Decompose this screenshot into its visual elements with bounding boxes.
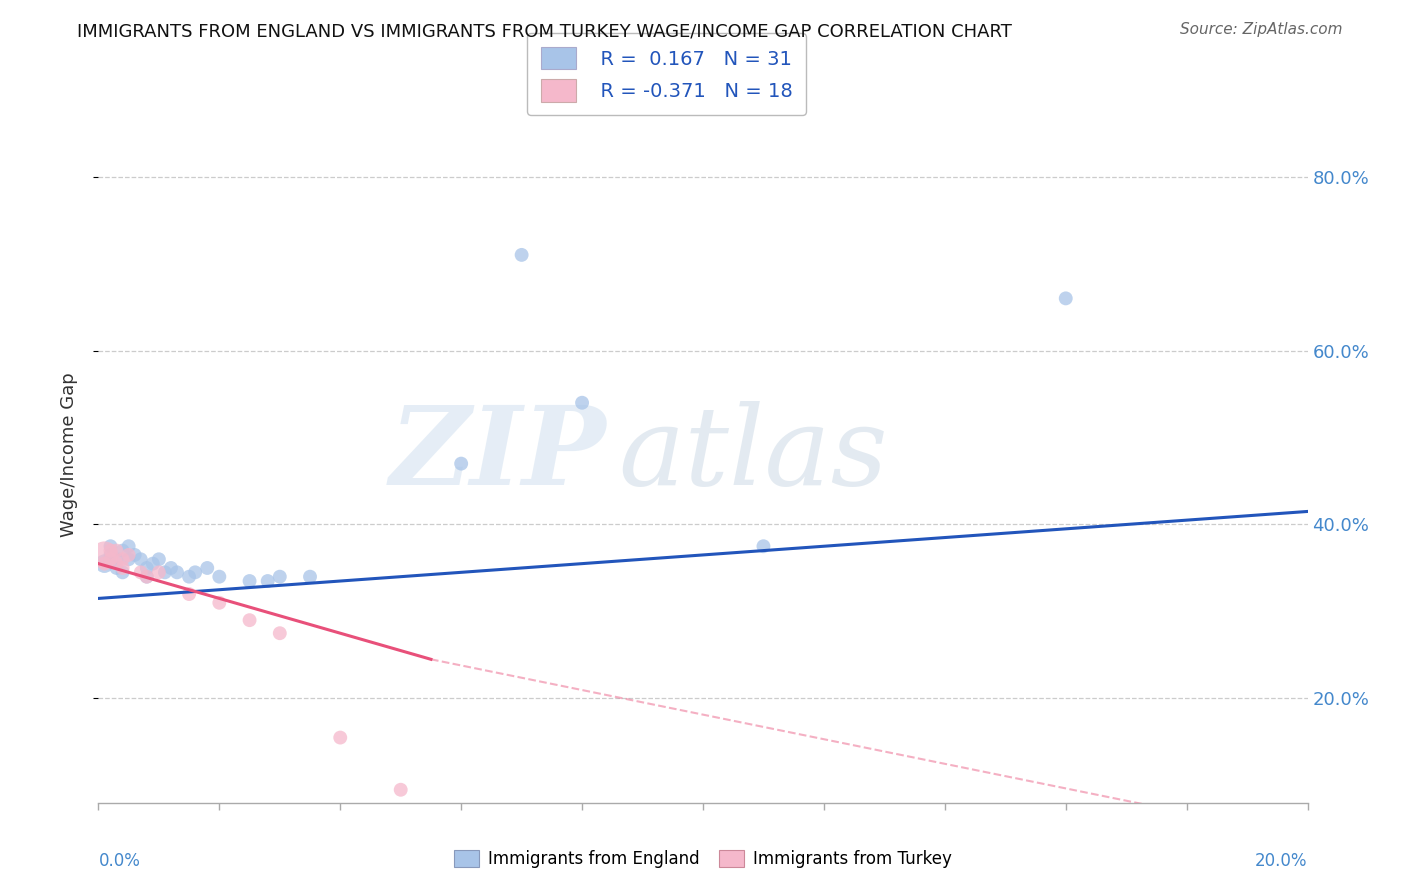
Point [105,543,128,558]
Point [269,569,291,583]
Point [105,557,128,571]
Point [1054,291,1077,305]
Point [111,561,134,575]
Point [179,569,201,583]
Text: IMMIGRANTS FROM ENGLAND VS IMMIGRANTS FROM TURKEY WAGE/INCOME GAP CORRELATION CH: IMMIGRANTS FROM ENGLAND VS IMMIGRANTS FR… [77,22,1012,40]
Point [135,561,157,575]
Point [153,566,176,580]
Point [100,543,122,558]
Point [100,552,122,566]
Point [166,566,188,580]
Point [93,557,115,571]
Point [208,596,231,610]
Point [105,561,128,575]
Point [256,574,278,588]
Point [93,548,115,562]
Point [118,539,141,553]
Point [118,548,141,562]
Point [124,548,146,562]
Point [571,395,593,409]
Point [299,569,322,583]
Point [93,557,115,571]
Point [111,566,134,580]
Point [450,457,472,471]
Point [111,552,134,566]
Point [111,543,134,558]
Legend: Immigrants from England, Immigrants from Turkey: Immigrants from England, Immigrants from… [447,843,959,875]
Point [129,552,152,566]
Text: ZIP: ZIP [389,401,606,508]
Text: 0.0%: 0.0% [98,852,141,870]
Point [184,566,207,580]
Point [389,782,412,797]
Point [208,569,231,583]
Legend:   R =  0.167   N = 31,   R = -0.371   N = 18: R = 0.167 N = 31, R = -0.371 N = 18 [527,33,806,115]
Y-axis label: Wage/Income Gap: Wage/Income Gap [59,373,77,537]
Point [239,574,262,588]
Point [510,248,533,262]
Point [752,539,775,553]
Point [118,552,141,566]
Point [100,548,122,562]
Point [179,587,201,601]
Point [269,626,291,640]
Point [148,552,170,566]
Text: 20.0%: 20.0% [1256,852,1308,870]
Point [160,561,183,575]
Point [142,557,165,571]
Point [135,569,157,583]
Point [135,569,157,583]
Point [148,566,170,580]
Point [100,539,122,553]
Text: Source: ZipAtlas.com: Source: ZipAtlas.com [1180,22,1343,37]
Text: atlas: atlas [619,401,889,508]
Point [195,561,218,575]
Point [105,552,128,566]
Point [239,613,262,627]
Point [329,731,352,745]
Point [129,566,152,580]
